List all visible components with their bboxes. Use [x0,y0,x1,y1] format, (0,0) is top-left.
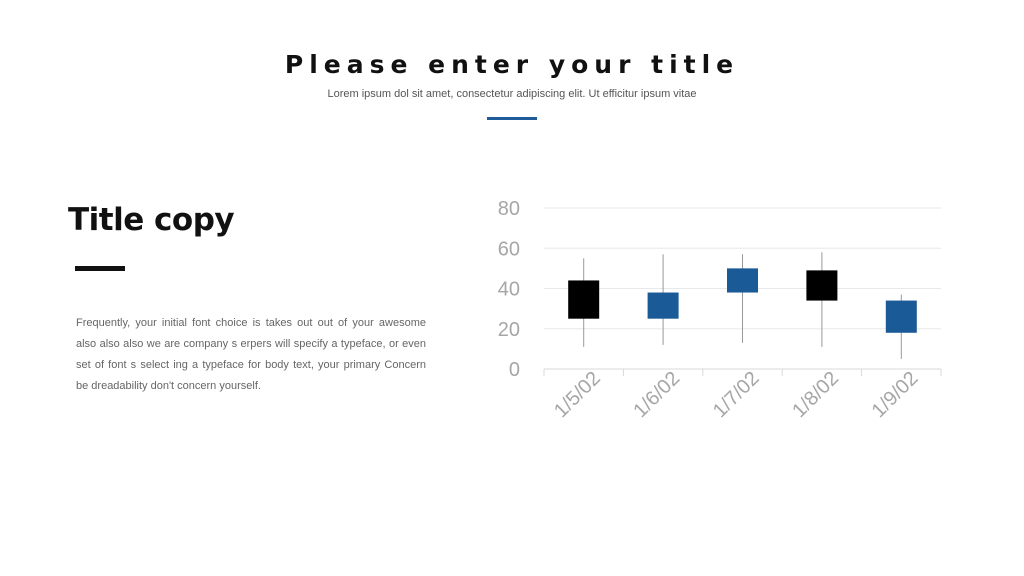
x-tick-label: 1/8/02 [788,367,843,422]
header: Please enter your title Lorem ipsum dol … [0,48,1024,120]
section-divider [75,266,125,271]
candlestick-chart: 0 20 40 60 80 1/5/02 1/6/02 1/7/02 1/8/02 1/9/02 [498,198,942,422]
page-subtitle: Lorem ipsum dol sit amet, consectetur ad… [327,88,697,100]
candles [568,252,917,359]
left-panel: Title copy Frequently, your initial font… [68,198,426,397]
y-axis-tick-labels: 0 20 40 60 80 [498,198,520,381]
page-title: Please enter your title [284,50,740,79]
y-tick-label: 80 [498,198,520,220]
candle-body [647,292,679,319]
x-tick-label: 1/9/02 [868,367,923,422]
title-accent-line [487,117,537,120]
x-axis [543,368,942,376]
y-tick-label: 20 [498,319,520,341]
y-tick-label: 60 [498,238,520,260]
candle-body [568,280,600,319]
x-tick-label: 1/7/02 [709,367,764,422]
x-tick-label: 1/5/02 [550,367,605,422]
section-title: Title copy [68,202,235,238]
x-tick-label: 1/6/02 [629,367,684,422]
candle-body [806,270,838,301]
y-tick-label: 0 [509,359,520,381]
candle-body [885,300,917,333]
section-body-text: Frequently, your initial font choice is … [76,317,426,392]
x-axis-tick-labels: 1/5/02 1/6/02 1/7/02 1/8/02 1/9/02 [550,367,922,422]
y-tick-label: 40 [498,279,520,301]
candle-body [727,268,758,293]
